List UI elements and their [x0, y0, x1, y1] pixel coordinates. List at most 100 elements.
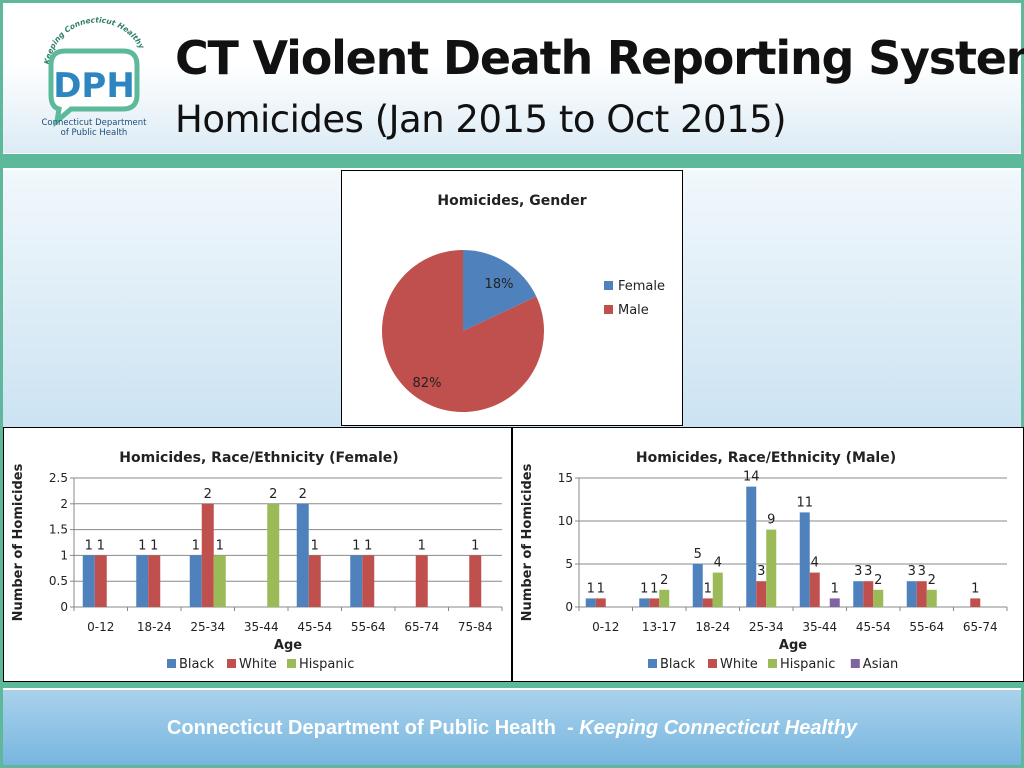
bar-black-25-34	[189, 555, 202, 607]
pie-label-male: 82%	[413, 376, 442, 391]
header: Keeping Connecticut Healthy DPH Connecti…	[3, 3, 1024, 153]
bar-black-18-24	[136, 555, 149, 607]
legend-swatch-black	[167, 659, 176, 668]
data-label: 1	[216, 538, 224, 553]
legend-label-hispanic: Hispanic	[780, 657, 835, 672]
data-label: 1	[640, 581, 648, 596]
x-tick-label: 65-74	[404, 620, 439, 634]
x-tick-label: 35-44	[802, 620, 837, 634]
data-label: 1	[192, 538, 200, 553]
bar-black-0-12	[82, 555, 95, 607]
bar-hispanic-13-17	[659, 589, 670, 607]
data-label: 1	[418, 538, 426, 553]
x-tick-label: 0-12	[592, 620, 619, 634]
bar-white-65-74	[415, 555, 428, 607]
bar-white-0-12	[94, 555, 107, 607]
bar-hispanic-25-34	[213, 555, 226, 607]
bar-hispanic-45-54	[873, 589, 884, 607]
bar-black-55-64	[350, 555, 363, 607]
legend-swatch-female	[604, 281, 613, 290]
footer-text: Connecticut Department of Public Health …	[3, 717, 1021, 740]
bar-white-18-24	[148, 555, 161, 607]
bar-black-45-54	[853, 581, 864, 607]
bar-white-75-84	[469, 555, 482, 607]
x-tick-label: 45-54	[297, 620, 332, 634]
female-bar-chart: Homicides, Race/Ethnicity (Female)00.511…	[11, 450, 503, 672]
legend-swatch-white	[708, 659, 717, 668]
x-axis-label: Age	[779, 638, 807, 653]
data-label: 1	[587, 581, 595, 596]
data-label: 2	[928, 573, 936, 588]
legend-swatch-male	[604, 305, 613, 314]
data-label: 3	[864, 564, 872, 579]
chart-title: Homicides, Race/Ethnicity (Female)	[119, 450, 398, 466]
dph-logo: Keeping Connecticut Healthy DPH Connecti…	[31, 15, 161, 145]
bar-black-55-64	[906, 581, 917, 607]
y-tick-label: 5	[565, 557, 573, 571]
footer-tagline: Keeping Connecticut Healthy	[579, 717, 858, 739]
bar-white-55-64	[916, 581, 927, 607]
bar-black-25-34	[746, 486, 757, 607]
page-subtitle: Homicides (Jan 2015 to Oct 2015)	[175, 98, 787, 141]
data-label: 4	[714, 556, 722, 571]
x-tick-label: 65-74	[963, 620, 998, 634]
x-tick-label: 35-44	[244, 620, 279, 634]
y-axis-label: Number of Homicides	[11, 463, 26, 621]
bar-hispanic-18-24	[712, 572, 723, 607]
logo-letters: DPH	[53, 66, 135, 106]
bar-hispanic-35-44	[267, 503, 280, 607]
data-label: 14	[743, 470, 760, 485]
legend-swatch-asian	[850, 659, 860, 668]
x-tick-label: 45-54	[856, 620, 891, 634]
logo-caption-line1: Connecticut Department	[41, 118, 147, 128]
bar-white-25-34	[756, 581, 767, 607]
x-tick-label: 0-12	[87, 620, 114, 634]
legend-swatch-hispanic	[768, 659, 777, 668]
y-tick-label: 2.5	[49, 471, 68, 485]
data-label: 11	[796, 495, 813, 510]
bar-hispanic-55-64	[926, 589, 937, 607]
legend-label-white: White	[720, 657, 758, 672]
bar-white-35-44	[809, 572, 820, 607]
pie-slice-male	[382, 250, 544, 412]
bar-black-18-24	[692, 564, 703, 607]
data-label: 2	[204, 487, 212, 502]
legend-label-black: Black	[179, 657, 215, 672]
data-label: 3	[908, 564, 916, 579]
data-label: 1	[150, 538, 158, 553]
y-tick-label: 2	[60, 497, 68, 511]
pie-slice-female	[463, 250, 537, 331]
pie-title: Homicides, Gender	[437, 193, 586, 209]
legend-swatch-black	[648, 659, 657, 668]
legend-label-female: Female	[618, 279, 665, 294]
data-label: 1	[138, 538, 146, 553]
x-tick-label: 25-34	[190, 620, 225, 634]
data-label: 1	[85, 538, 93, 553]
legend-swatch-white	[227, 659, 236, 668]
y-tick-label: 10	[558, 514, 573, 528]
data-label: 9	[767, 513, 775, 528]
footer-org: Connecticut Department of Public Health	[166, 717, 556, 739]
bar-black-13-17	[639, 598, 650, 607]
footer: Connecticut Department of Public Health …	[3, 690, 1021, 765]
data-label: 2	[299, 487, 307, 502]
logo-caption-line2: of Public Health	[61, 128, 128, 138]
data-label: 1	[364, 538, 372, 553]
male-bar-chart: Homicides, Race/Ethnicity (Male)0510150-…	[520, 450, 1008, 672]
data-label: 1	[597, 581, 605, 596]
bar-black-0-12	[585, 598, 596, 607]
header-divider	[3, 154, 1021, 168]
data-label: 1	[704, 581, 712, 596]
y-tick-label: 0	[565, 600, 573, 614]
data-label: 1	[311, 538, 319, 553]
data-label: 1	[650, 581, 658, 596]
y-tick-label: 1	[60, 548, 68, 562]
data-label: 1	[471, 538, 479, 553]
data-label: 2	[874, 573, 882, 588]
bar-black-35-44	[799, 512, 810, 607]
bar-black-45-54	[296, 503, 309, 607]
x-tick-label: 55-64	[909, 620, 944, 634]
legend-label-asian: Asian	[863, 657, 898, 672]
legend-label-black: Black	[660, 657, 696, 672]
